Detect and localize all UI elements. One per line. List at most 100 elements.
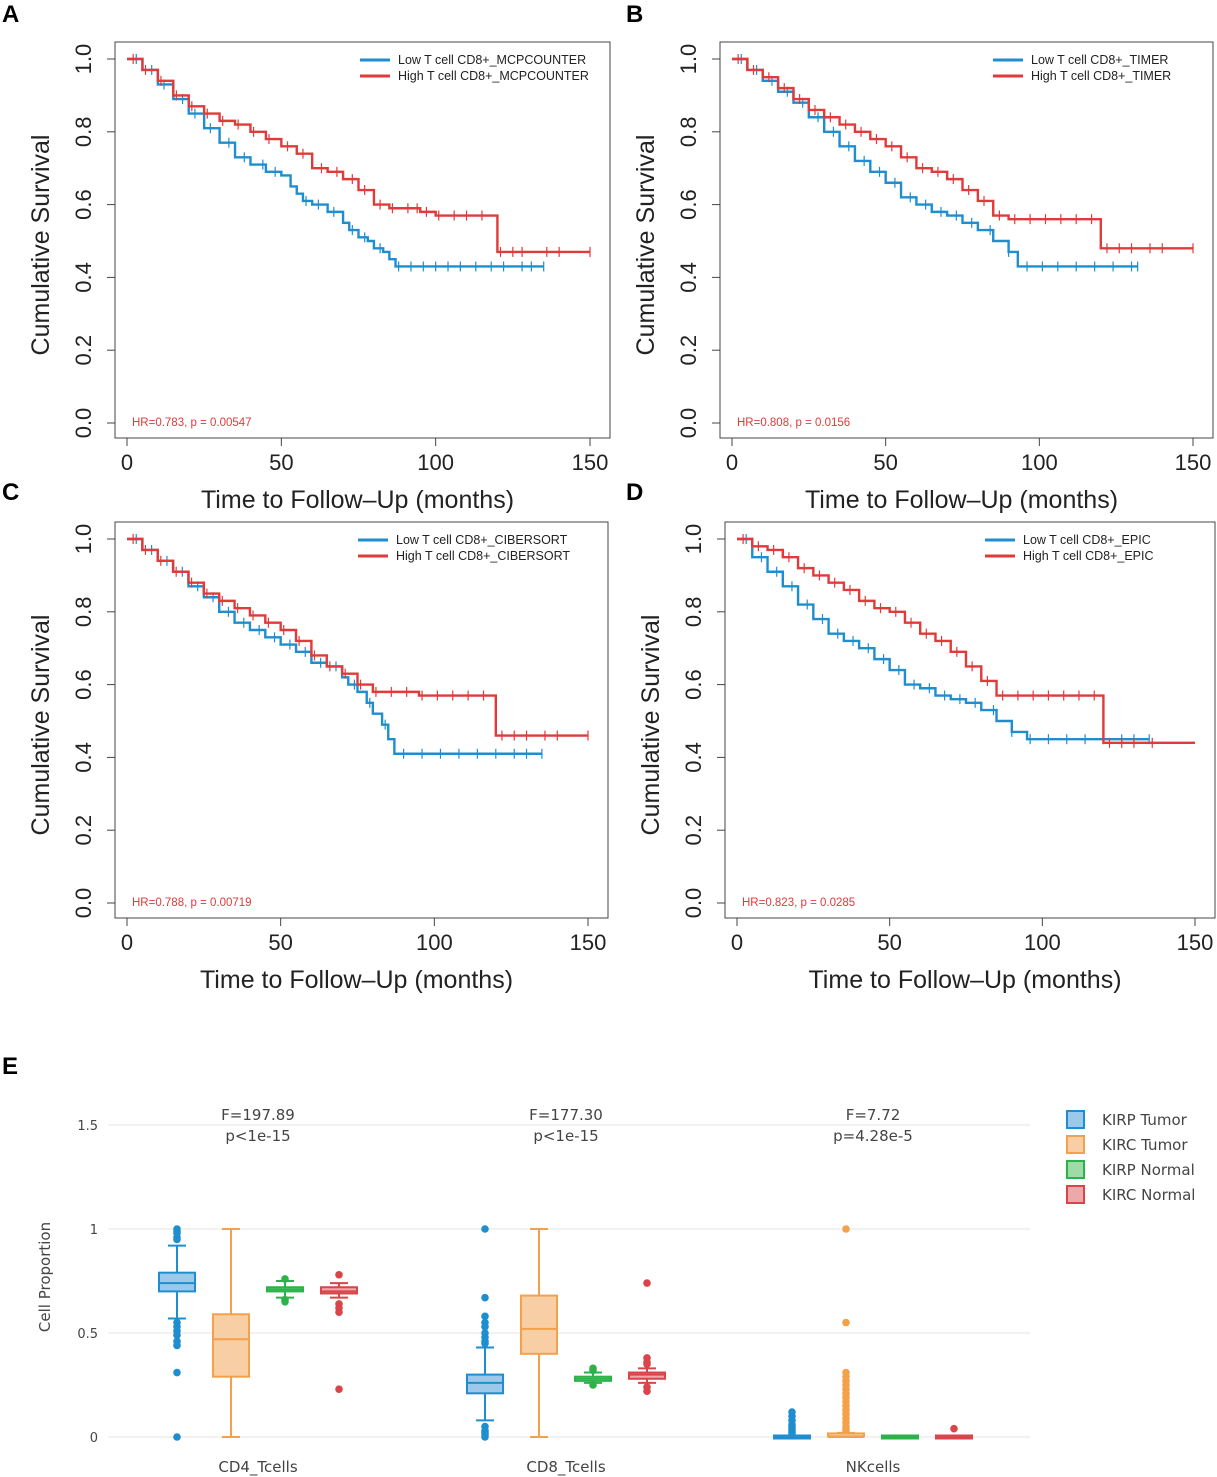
legend-label: KIRP Normal [1102,1161,1195,1179]
y-tick-label: 0.6 [676,189,701,220]
y-tick-label: 0.4 [681,742,706,773]
legend-label: KIRP Tumor [1102,1111,1188,1129]
y-tick-label: 0.5 [77,1327,98,1342]
y-axis-title: Cumulative Survival [27,615,55,836]
panel-letter-b: B [626,1,643,28]
outlier-point [842,1225,850,1233]
y-tick-label: 1.0 [71,524,96,555]
x-tick-label: 100 [1021,450,1058,475]
outlier-point [481,1293,489,1302]
outlier-point [589,1366,597,1375]
x-axis-title: Time to Follow–Up (months) [200,966,513,994]
hr-annotation: HR=0.808, p = 0.0156 [737,417,850,429]
box-kirc-normal [320,1270,358,1393]
x-tick-label: 100 [417,450,454,475]
box-panel-e: 0 0.5 1 1.5 Cell Proportion CD4_Tcells F=197.8… [36,1106,1195,1477]
box-kirc-tumor [212,1228,250,1438]
km-curve-high [737,537,1195,745]
y-tick-label: 0.0 [71,888,96,919]
y-tick-label: 1.5 [77,1119,98,1134]
box-kirc-normal [628,1279,666,1396]
outlier-point [481,1339,489,1348]
y-tick-label: 0.8 [676,117,701,148]
y-tick-label: 0.2 [71,335,96,366]
y-tick-label: 1.0 [71,44,96,75]
outlier-point [950,1424,958,1433]
plot-frame [114,41,611,439]
box-iqr [320,1286,358,1295]
hr-annotation: HR=0.823, p = 0.0285 [742,897,855,909]
legend-label-low: Low T cell CD8+_MCPCOUNTER [398,53,586,67]
category-label: NKcells [846,1458,901,1476]
x-tick-label: 0 [726,450,738,475]
km-panel-c: 0.0 0.2 0.4 0.6 0.8 1.0 0 50 100 150 Time to Follo… [27,521,609,994]
plot-frame [719,41,1214,439]
outlier-point [173,1433,181,1441]
y-tick-label: 0.0 [71,408,96,439]
legend-label: KIRC Tumor [1102,1136,1188,1154]
km-panel-b: 0.0 0.2 0.4 0.6 0.8 1.0 0 50 100 150 Time to Follo… [632,41,1214,514]
km-panel-d: 0.0 0.2 0.4 0.6 0.8 1.0 0 50 100 150 Time to Follo… [637,521,1216,994]
y-tick-label: 0.4 [71,742,96,773]
legend-swatch [1066,1185,1085,1204]
legend-swatch [1066,1135,1085,1154]
f-statistic: F=177.30 [529,1106,603,1124]
p-value: p<1e-15 [533,1127,598,1145]
panel-letter-e: E [2,1053,18,1080]
y-axis-title: Cumulative Survival [27,135,55,356]
y-tick-label: 0.6 [71,189,96,220]
x-tick-label: 100 [416,930,453,955]
x-axis-title: Time to Follow–Up (months) [201,486,514,514]
box-iqr [628,1371,666,1380]
y-tick-label: 0.4 [676,262,701,293]
category-label: CD4_Tcells [218,1458,297,1477]
outlier-point [481,1225,489,1233]
x-tick-label: 50 [269,450,293,475]
y-tick-label: 0.2 [681,815,706,846]
x-tick-label: 150 [1177,930,1214,955]
y-tick-label: 0.0 [676,408,701,439]
outlier-point [335,1270,343,1279]
x-tick-label: 0 [121,930,133,955]
box-kirp-tumor [773,1408,811,1440]
box-iqr [158,1271,196,1293]
y-axis-title: Cumulative Survival [632,135,660,356]
legend-label-low: Low T cell CD8+_EPIC [1023,533,1151,547]
outlier-point [643,1387,651,1396]
legend-label-high: High T cell CD8+_CIBERSORT [396,549,570,563]
y-axis-title: Cell Proportion [36,1222,54,1332]
hr-annotation: HR=0.783, p = 0.00547 [132,417,252,429]
km-curve-high [127,537,588,737]
y-tick-label: 0.2 [676,335,701,366]
outlier-point [788,1431,796,1439]
outlier-point [335,1385,343,1393]
panel-letter-d: D [626,479,643,506]
y-tick-label: 0.0 [681,888,706,919]
legend-label: KIRC Normal [1102,1186,1195,1204]
outlier-point [481,1312,489,1321]
x-tick-label: 0 [121,450,133,475]
panel-letter-c: C [2,479,19,506]
box-kirp-tumor [466,1225,504,1441]
x-axis-title: Time to Follow–Up (months) [808,966,1121,994]
p-value: p<1e-15 [225,1127,290,1145]
x-tick-label: 150 [1175,450,1212,475]
x-tick-label: 50 [877,930,901,955]
outlier-point [335,1308,343,1316]
y-tick-label: 0 [90,1431,98,1446]
outlier-point [173,1368,181,1377]
box-kirp-normal [574,1364,612,1389]
outlier-point [589,1381,597,1389]
outlier-point [842,1318,850,1327]
plot-frame [114,521,609,919]
f-statistic: F=197.89 [221,1106,295,1124]
y-tick-label: 0.8 [71,117,96,148]
outlier-point [643,1360,651,1368]
outlier-point [481,1433,489,1441]
legend-label-high: High T cell CD8+_EPIC [1023,549,1154,563]
outlier-point [173,1235,181,1244]
km-curve-high [732,57,1193,250]
y-tick-label: 0.6 [71,669,96,700]
outlier-point [643,1279,651,1287]
x-tick-label: 50 [268,930,292,955]
